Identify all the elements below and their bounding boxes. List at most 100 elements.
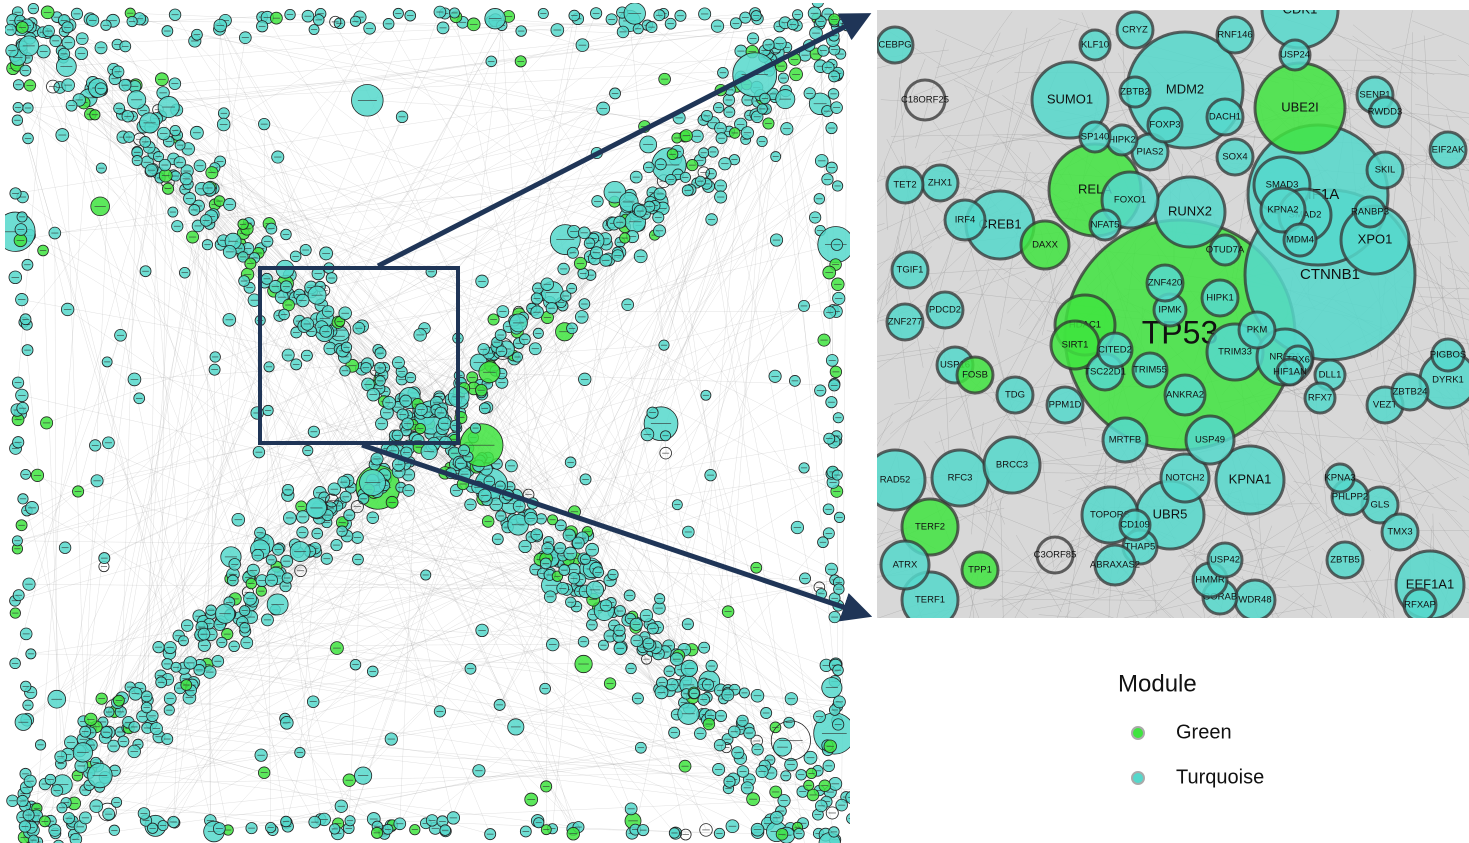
zoom-box xyxy=(258,266,460,445)
node xyxy=(955,355,995,395)
edge xyxy=(1267,492,1317,588)
node xyxy=(1430,337,1466,373)
node-label: TET2 xyxy=(893,180,916,191)
edge xyxy=(50,116,162,822)
edge xyxy=(95,18,817,93)
edge xyxy=(576,99,786,559)
edge xyxy=(1000,499,1004,618)
edge xyxy=(28,335,121,585)
edge xyxy=(877,347,941,357)
edge xyxy=(1379,446,1458,573)
edge xyxy=(22,27,339,824)
node xyxy=(1237,310,1277,350)
edge xyxy=(394,435,516,727)
edge xyxy=(267,410,685,703)
edge xyxy=(210,76,741,188)
node xyxy=(852,62,863,73)
edge xyxy=(1412,326,1469,341)
node-label: MRTFB xyxy=(1109,435,1142,446)
node-label: IPMK xyxy=(1158,305,1182,316)
node xyxy=(1275,357,1305,387)
edge xyxy=(951,493,1011,526)
edge xyxy=(1250,605,1322,618)
node xyxy=(1045,385,1085,425)
node-label: BRCC3 xyxy=(996,460,1028,471)
node xyxy=(877,25,915,65)
edge xyxy=(15,231,580,580)
node-label: C3ORF85 xyxy=(1034,550,1077,561)
node xyxy=(1368,95,1402,129)
edge xyxy=(177,95,761,227)
edge xyxy=(1423,149,1469,225)
edge xyxy=(1352,24,1416,75)
edge xyxy=(261,380,795,756)
edge xyxy=(380,353,792,699)
node-label: CDK1 xyxy=(1283,1,1318,16)
node-label: GORAB xyxy=(1203,592,1237,603)
node xyxy=(1145,263,1185,303)
edge xyxy=(259,78,784,533)
edge xyxy=(85,113,224,791)
node-label: NFAT5 xyxy=(1091,220,1120,231)
edge xyxy=(286,12,756,287)
legend: Module Green Turquoise xyxy=(1118,670,1264,788)
edge xyxy=(902,38,1055,101)
node-label: TMX3 xyxy=(1387,527,1412,538)
edge xyxy=(220,25,722,139)
edge xyxy=(1377,102,1469,141)
node-label: GLS xyxy=(1370,500,1389,511)
edge xyxy=(128,136,536,349)
edge xyxy=(1406,144,1428,378)
edge xyxy=(693,84,747,693)
edge xyxy=(935,56,1016,78)
edge xyxy=(935,80,993,308)
edge xyxy=(319,61,492,493)
node-label: TRIM33 xyxy=(1218,347,1252,358)
node xyxy=(885,302,925,342)
edge xyxy=(345,523,650,646)
edge xyxy=(44,27,652,785)
edge xyxy=(841,25,848,806)
edge xyxy=(83,69,114,740)
node-label: USP24 xyxy=(1280,50,1310,61)
node xyxy=(1380,512,1420,552)
edge xyxy=(493,353,660,599)
edge xyxy=(644,126,785,801)
node-label: VEZT xyxy=(1373,400,1397,411)
edge xyxy=(1339,98,1420,169)
node xyxy=(859,799,870,810)
node xyxy=(1365,150,1405,190)
node-label: DYRK1 xyxy=(1432,375,1464,386)
node xyxy=(0,770,4,780)
edge xyxy=(112,20,159,110)
edge xyxy=(1267,410,1318,412)
node xyxy=(1131,351,1169,389)
node xyxy=(1093,543,1137,587)
edge xyxy=(158,531,572,648)
node-label: TSC22D1 xyxy=(1084,367,1126,378)
edge xyxy=(703,119,836,265)
edge xyxy=(1328,55,1469,193)
edge xyxy=(535,569,632,809)
edge xyxy=(524,111,828,340)
edge xyxy=(349,514,850,797)
node-label: UBR5 xyxy=(1153,506,1188,521)
edge xyxy=(14,153,155,664)
edge xyxy=(124,85,830,439)
edge xyxy=(581,239,777,318)
node xyxy=(1101,416,1149,464)
edge xyxy=(1440,207,1469,352)
edge xyxy=(1203,513,1394,612)
edge xyxy=(36,88,92,809)
edge xyxy=(609,239,777,637)
edge xyxy=(68,92,164,819)
edge xyxy=(372,480,454,818)
edge xyxy=(54,390,821,831)
edge xyxy=(246,164,670,230)
node xyxy=(1325,540,1365,580)
node-label: DLL1 xyxy=(1319,370,1342,381)
legend-title: Module xyxy=(1118,670,1197,697)
edge xyxy=(112,20,836,784)
edge xyxy=(104,188,202,778)
edge xyxy=(213,345,665,832)
